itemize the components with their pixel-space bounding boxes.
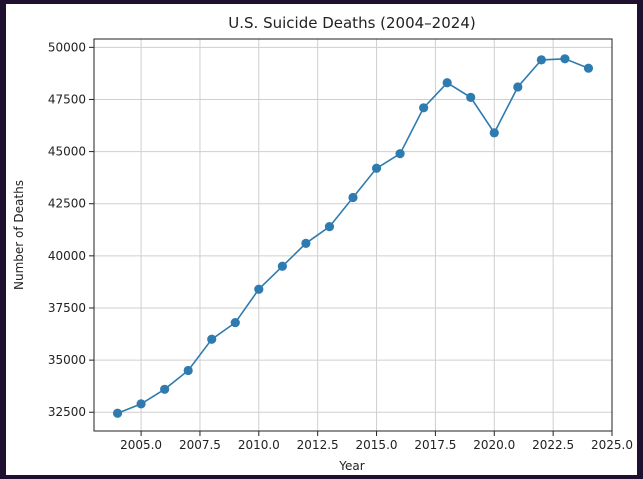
series-layer [112, 54, 594, 418]
chart-title: U.S. Suicide Deaths (2004–2024) [228, 14, 475, 32]
y-tick-label: 40000 [48, 249, 86, 263]
data-point [136, 399, 146, 409]
data-point [183, 365, 193, 376]
data-point [301, 238, 311, 248]
data-point [348, 192, 358, 203]
data-point [442, 78, 452, 88]
x-tick-label: 2005.0 [120, 438, 162, 452]
grid [94, 39, 613, 431]
data-point [371, 163, 382, 173]
x-tick-label: 2012.5 [297, 438, 339, 452]
y-tick-label: 37500 [48, 301, 86, 315]
data-point [583, 63, 594, 73]
x-tick-label: 2010.0 [238, 438, 280, 452]
line-chart: U.S. Suicide Deaths (2004–2024) 2005.0 20… [12, 14, 633, 473]
x-tick-label: 2015.0 [356, 438, 398, 452]
x-tick-label: 2007.5 [179, 438, 221, 452]
y-tick-label: 45000 [48, 145, 86, 159]
data-point [207, 334, 217, 344]
data-point [419, 103, 429, 113]
data-point [395, 149, 405, 159]
data-point [324, 222, 335, 232]
data-point [513, 82, 523, 92]
data-point [489, 128, 499, 138]
data-point [254, 284, 264, 294]
y-tick-label: 50000 [48, 40, 86, 54]
x-tick-label: 2017.5 [414, 438, 456, 452]
data-point [466, 92, 476, 102]
axes: 2005.0 2007.5 2010.0 2012.5 2015.0 2017.5 2020… [48, 38, 633, 452]
y-axis-title: Number of Deaths [12, 180, 26, 290]
data-point [112, 408, 123, 418]
y-tick-label: 32500 [48, 405, 86, 419]
y-tick-label: 35000 [48, 353, 86, 367]
plot-frame [93, 38, 613, 432]
data-point [230, 317, 240, 328]
x-tick-label: 2022.5 [532, 438, 574, 452]
data-point [560, 54, 570, 64]
y-tick-label: 42500 [48, 197, 86, 211]
data-point [536, 55, 546, 65]
x-tick-label: 2020.0 [473, 438, 515, 452]
y-tick-label: 47500 [48, 92, 86, 106]
x-tick-label: 2025.0 [591, 438, 633, 452]
chart-figure: U.S. Suicide Deaths (2004–2024) 2005.0 20… [6, 4, 637, 475]
data-point [160, 384, 170, 394]
data-point [277, 261, 287, 271]
x-axis-title: Year [338, 459, 364, 473]
